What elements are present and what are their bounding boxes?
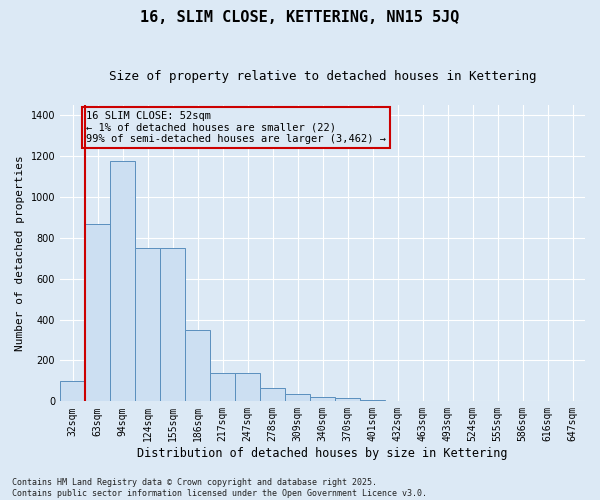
Bar [110,161,135,402]
Bar [160,248,185,402]
Bar [260,388,285,402]
Bar [235,372,260,402]
Bar [185,330,210,402]
Bar [335,398,360,402]
Bar [85,224,110,402]
Text: 16, SLIM CLOSE, KETTERING, NN15 5JQ: 16, SLIM CLOSE, KETTERING, NN15 5JQ [140,10,460,25]
Y-axis label: Number of detached properties: Number of detached properties [15,156,25,351]
Bar [310,397,335,402]
Text: 16 SLIM CLOSE: 52sqm
← 1% of detached houses are smaller (22)
99% of semi-detach: 16 SLIM CLOSE: 52sqm ← 1% of detached ho… [86,111,386,144]
X-axis label: Distribution of detached houses by size in Kettering: Distribution of detached houses by size … [137,447,508,460]
Bar [360,400,385,402]
Text: Contains HM Land Registry data © Crown copyright and database right 2025.
Contai: Contains HM Land Registry data © Crown c… [12,478,427,498]
Bar [60,381,85,402]
Bar [135,248,160,402]
Bar [210,372,235,402]
Title: Size of property relative to detached houses in Kettering: Size of property relative to detached ho… [109,70,536,83]
Bar [285,394,310,402]
